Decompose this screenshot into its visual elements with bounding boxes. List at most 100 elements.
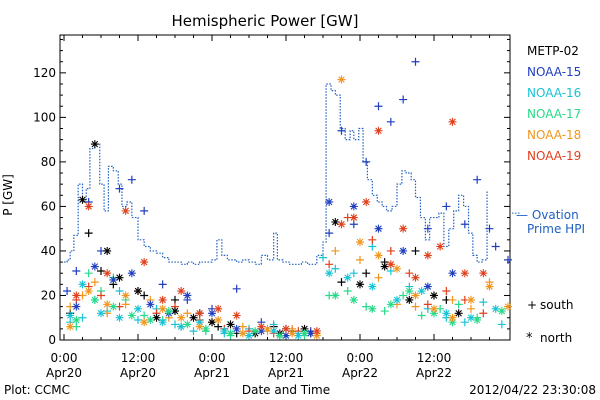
north-point-marker bbox=[214, 315, 223, 324]
north-point-marker bbox=[263, 324, 272, 333]
data-points bbox=[63, 57, 512, 340]
y-tick-label: 40 bbox=[41, 244, 56, 258]
x-tick-day-label: Apr20 bbox=[46, 366, 82, 380]
south-point-marker bbox=[374, 102, 383, 111]
north-point-marker bbox=[485, 282, 494, 291]
north-point-marker bbox=[473, 315, 482, 324]
south-point-marker bbox=[423, 224, 432, 233]
north-point-marker bbox=[251, 327, 260, 336]
ovation-legend-line1: — Ovation bbox=[516, 208, 579, 222]
north-point-marker bbox=[103, 300, 112, 309]
satellite-legend: METP-02 NOAA-15 NOAA-16 NOAA-17 NOAA-18 NOAA-… bbox=[527, 44, 581, 163]
north-point-marker bbox=[374, 126, 383, 135]
south-point-marker bbox=[467, 304, 475, 313]
chart-title: Hemispheric Power [GW] bbox=[172, 12, 359, 30]
south-point-marker bbox=[442, 287, 451, 296]
south-point-marker bbox=[362, 157, 371, 166]
south-point-marker bbox=[423, 300, 432, 309]
x-axis: 0:00Apr2012:00Apr200:00Apr2112:00Apr210:… bbox=[46, 35, 490, 380]
south-point-marker bbox=[140, 206, 149, 215]
north-point-marker bbox=[386, 260, 395, 269]
south-point-marker bbox=[63, 287, 72, 296]
north-point-marker bbox=[331, 291, 340, 300]
ovation-line bbox=[64, 83, 488, 265]
south-point-marker bbox=[374, 273, 383, 282]
north-point-marker bbox=[306, 329, 315, 338]
north-point-marker bbox=[171, 307, 179, 316]
north-point-marker bbox=[158, 295, 167, 304]
south-point-marker bbox=[411, 302, 420, 311]
legend-item: NOAA-19 bbox=[527, 149, 581, 163]
ovation-series bbox=[64, 83, 520, 265]
north-point-marker bbox=[405, 295, 414, 304]
north-point-marker bbox=[226, 320, 235, 329]
north-point-marker bbox=[245, 331, 253, 340]
south-point-marker bbox=[417, 311, 426, 320]
north-point-marker bbox=[189, 313, 198, 322]
north-point-marker bbox=[140, 258, 149, 267]
north-point-marker bbox=[312, 327, 321, 336]
north-point-marker bbox=[183, 320, 192, 329]
north-point-marker bbox=[158, 318, 167, 327]
asterisk-symbol-icon: * bbox=[526, 331, 533, 346]
north-point-marker bbox=[282, 324, 290, 333]
north-point-marker bbox=[282, 331, 290, 340]
north-point-marker bbox=[226, 329, 235, 338]
north-point-marker bbox=[368, 304, 377, 313]
south-point-marker bbox=[337, 126, 346, 135]
north-point-marker bbox=[405, 287, 414, 296]
south-point-marker bbox=[491, 242, 500, 251]
north-point-marker bbox=[430, 309, 438, 318]
x-tick-time-label: 0:00 bbox=[51, 351, 78, 365]
south-point-marker bbox=[442, 202, 451, 211]
y-tick-label: 80 bbox=[41, 155, 56, 169]
y-tick-label: 100 bbox=[33, 110, 56, 124]
north-point-marker bbox=[109, 302, 118, 311]
south-point-marker bbox=[411, 246, 420, 255]
north-point-marker bbox=[220, 327, 229, 336]
south-point-marker bbox=[325, 229, 334, 238]
y-axis: 0 20 40 60 80 100 120 bbox=[33, 38, 510, 347]
north-point-marker bbox=[430, 304, 438, 313]
north-point-marker bbox=[90, 262, 99, 271]
north-point-marker bbox=[78, 195, 87, 204]
x-tick-day-label: Apr21 bbox=[268, 366, 304, 380]
north-point-marker bbox=[399, 224, 408, 233]
north-point-marker bbox=[78, 280, 87, 289]
north-point-marker bbox=[467, 295, 475, 304]
south-point-marker bbox=[411, 57, 420, 66]
x-tick-day-label: Apr22 bbox=[342, 366, 378, 380]
north-point-marker bbox=[430, 291, 438, 300]
south-point-marker bbox=[183, 309, 192, 318]
north-point-marker bbox=[66, 322, 75, 331]
north-point-marker bbox=[257, 322, 266, 331]
south-point-marker bbox=[97, 266, 105, 275]
north-point-marker bbox=[337, 75, 346, 84]
north-point-marker bbox=[238, 329, 247, 338]
north-point-marker bbox=[115, 273, 124, 282]
x-tick-time-label: 0:00 bbox=[347, 351, 374, 365]
south-point-marker bbox=[319, 253, 327, 262]
north-point-marker bbox=[368, 282, 377, 291]
south-point-marker bbox=[115, 287, 124, 296]
x-tick-time-label: 12:00 bbox=[269, 351, 304, 365]
x-tick-time-label: 12:00 bbox=[417, 351, 452, 365]
north-point-marker bbox=[423, 251, 432, 260]
north-point-marker bbox=[325, 269, 334, 278]
north-point-marker bbox=[134, 304, 142, 313]
north-point-marker bbox=[356, 238, 364, 247]
south-point-marker bbox=[232, 284, 241, 293]
south-point-marker bbox=[115, 184, 124, 193]
south-point-marker bbox=[238, 322, 247, 331]
north-point-marker bbox=[195, 322, 204, 331]
south-point-marker bbox=[90, 278, 99, 287]
north-point-marker bbox=[152, 313, 161, 322]
north-point-marker bbox=[312, 331, 321, 340]
north-point-marker bbox=[127, 311, 136, 320]
south-point-marker bbox=[325, 260, 334, 269]
north-point-marker bbox=[208, 318, 216, 327]
north-point-marker bbox=[386, 300, 395, 309]
south-point-marker bbox=[121, 300, 130, 309]
north-point-marker bbox=[349, 295, 358, 304]
